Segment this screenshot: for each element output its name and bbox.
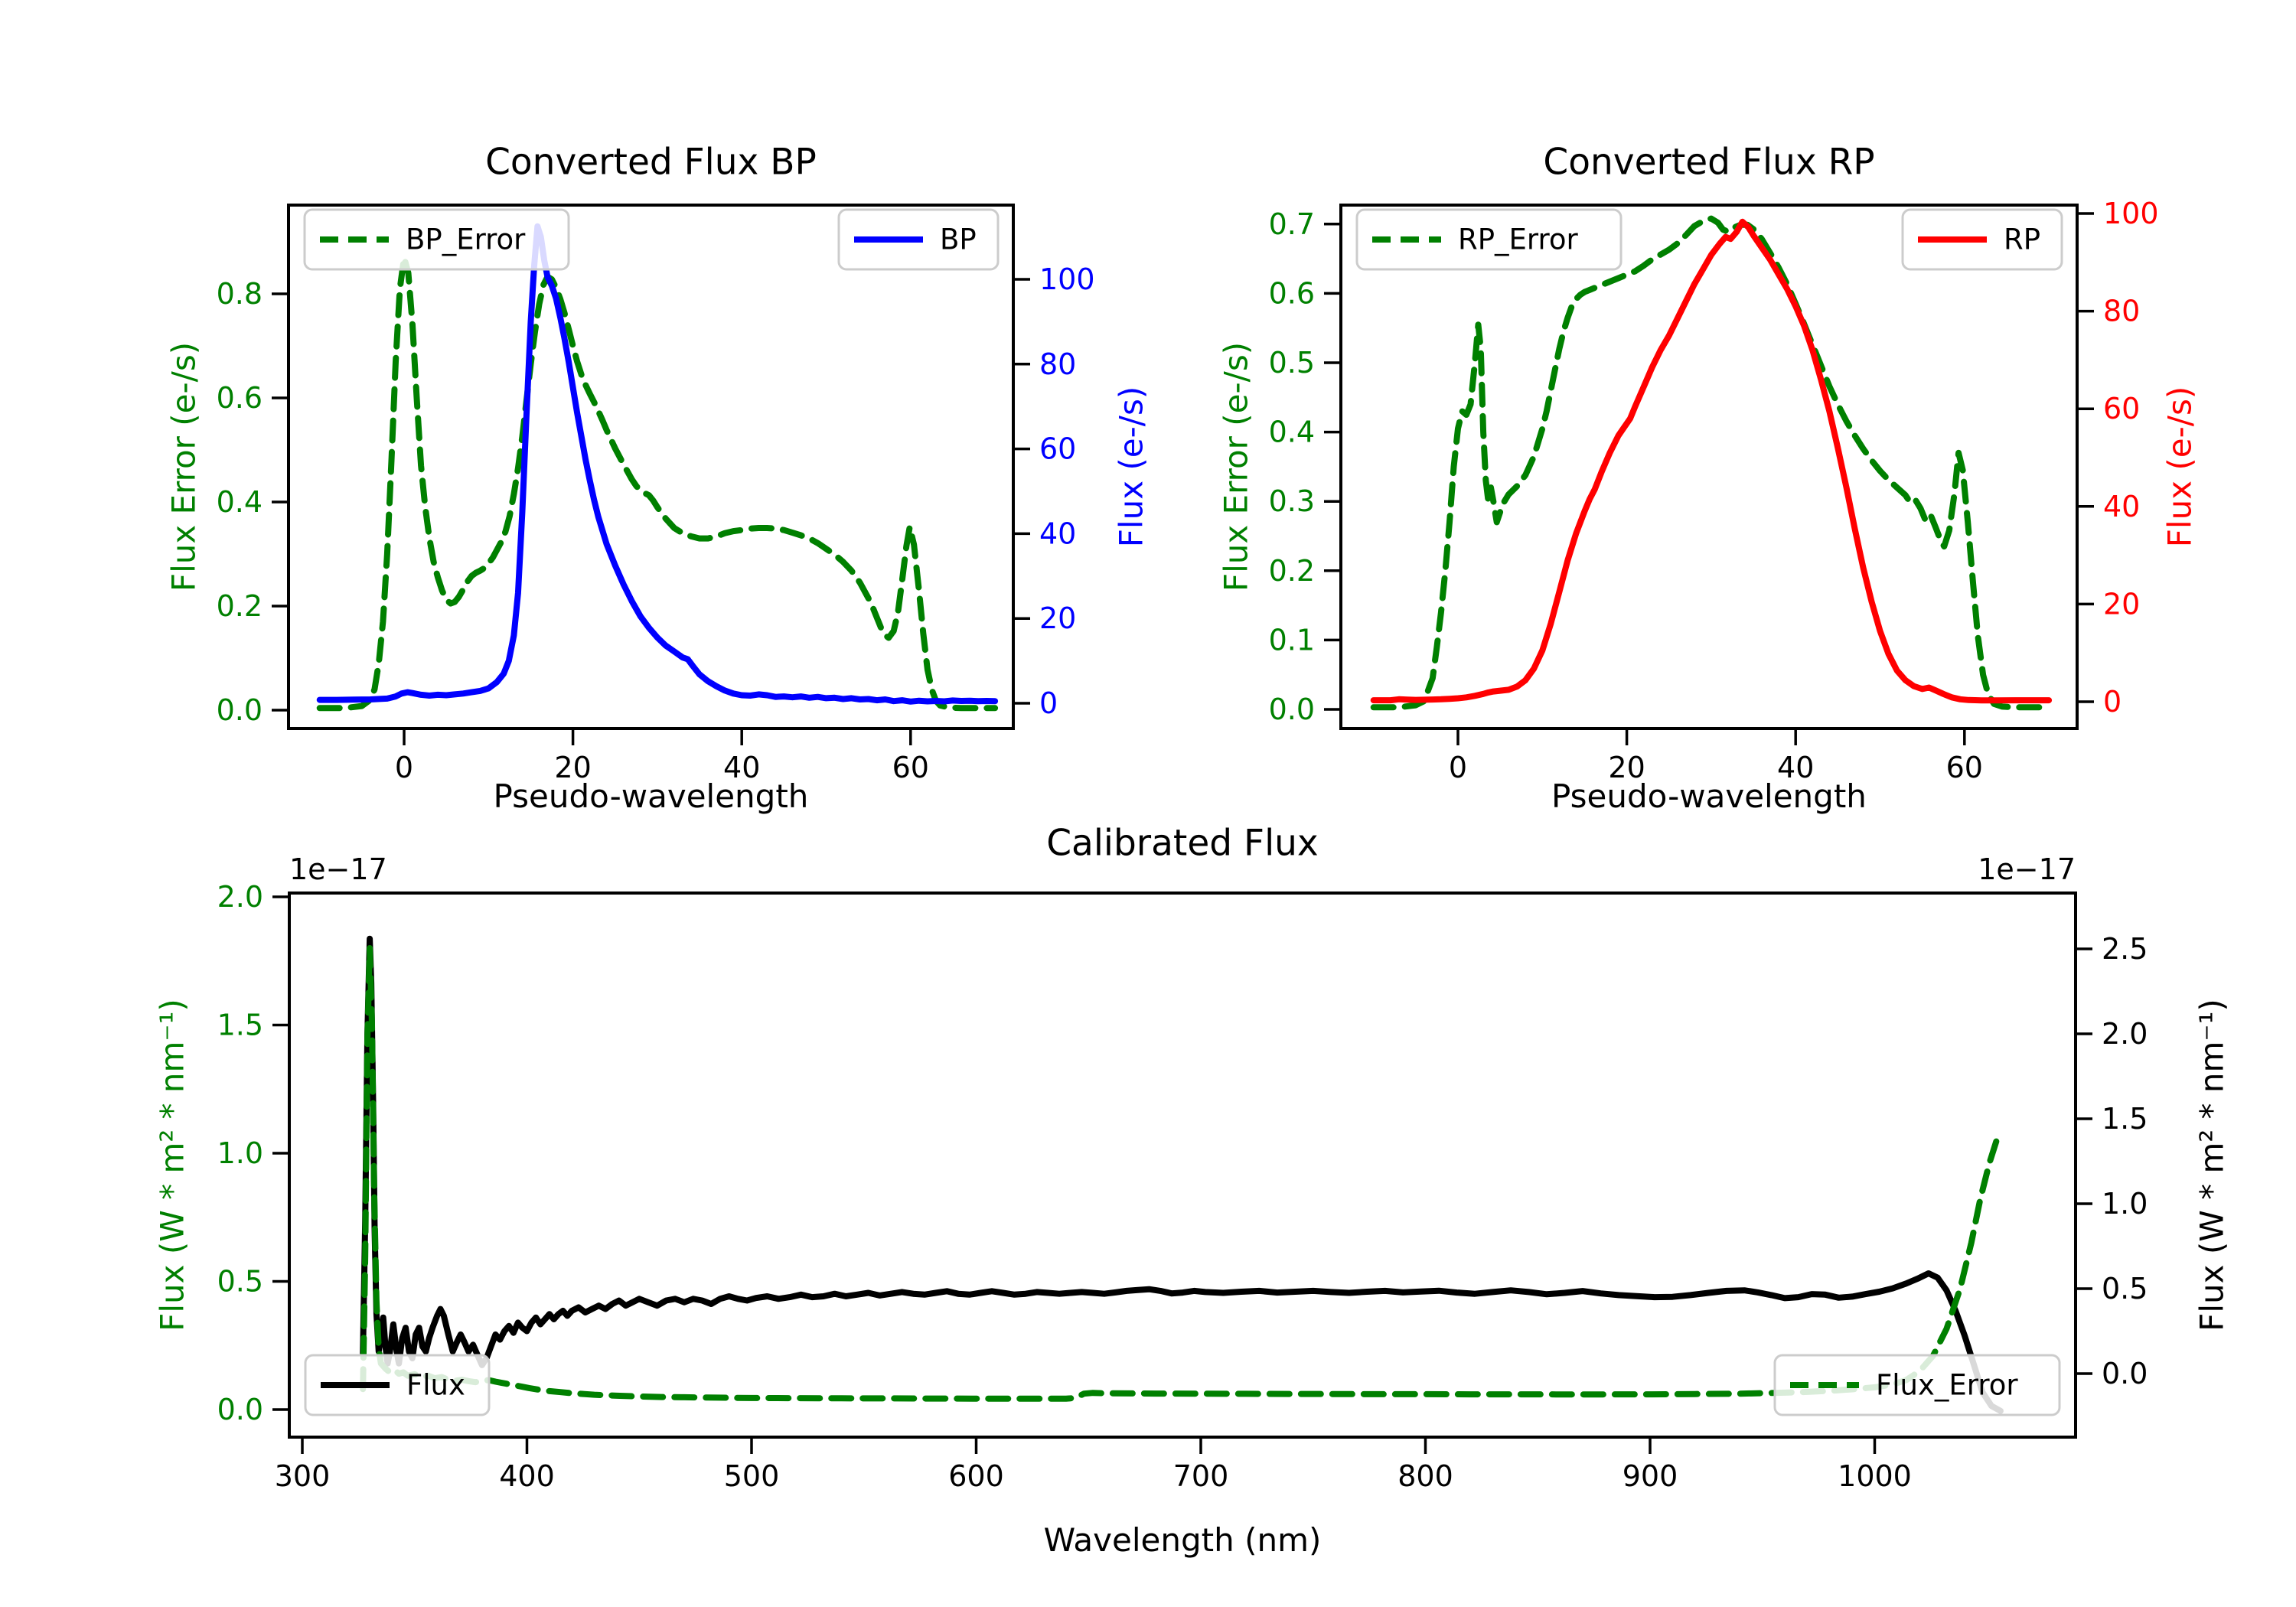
y-right-tick-label: 80 [2103,295,2140,328]
x-tick-label: 40 [1777,751,1814,784]
rp-curve [1370,218,2053,704]
y-right-tick-label: 100 [2103,197,2159,230]
x-tick-label: 0 [395,751,413,784]
y-left-tick-label: 0.0 [1269,693,1315,726]
y-right-tick-label: 2.0 [2102,1017,2148,1051]
y-left-tick-label: 0.7 [1269,207,1315,241]
y-left-tick-label: 0.5 [217,1265,263,1299]
legend-label: Flux [406,1369,465,1402]
y-left-tick-label: 1.5 [217,1009,263,1042]
y-right-tick-label: 40 [1039,517,1076,550]
calibrated-plot-area [360,935,2004,1414]
rp-ylabel-left: Flux Error (e-/s) [1218,342,1255,592]
legend-box [1773,1354,2061,1416]
subplot-calibrated: 300 400 500 600 700 800 900 1000 0.0 0.5 1.0 1.5 2.0… [154,823,2231,1560]
calibrated-offset-left: 1e−17 [289,852,387,886]
x-tick-label: 20 [1608,751,1645,784]
bp-xlabel: Pseudo-wavelength [494,777,809,815]
calibrated-offset-right: 1e−17 [1978,852,2076,886]
y-left-tick-label: 0.6 [217,381,263,415]
x-tick-label: 400 [499,1459,555,1493]
legend-flux: Flux [304,1354,491,1416]
y-left-tick-label: 0.4 [217,485,263,519]
x-tick-label: 60 [892,751,929,784]
x-tick-label: 600 [948,1459,1004,1493]
y-left-tick-label: 1.0 [217,1136,263,1170]
x-tick-label: 500 [724,1459,780,1493]
x-tick-label: 40 [723,751,760,784]
bp-title: Converted Flux BP [485,142,817,184]
legend-box [303,208,570,271]
x-tick-label: 0 [1449,751,1467,784]
y-left-tick-label: 0.6 [1269,276,1315,310]
rp-ylabel-right: Flux (e-/s) [2161,386,2199,547]
bp-curve [316,223,999,705]
legend-label: RP_Error [1458,223,1578,256]
bp-error-curve [316,254,999,712]
legend-box [304,1354,491,1416]
y-left-tick-label: 0.0 [217,1393,263,1426]
rp-title: Converted Flux RP [1543,142,1874,184]
x-tick-label: 60 [1946,751,1983,784]
x-tick-label: 20 [554,751,591,784]
y-right-tick-label: 40 [2103,490,2140,523]
legend-rp: RP [1901,208,2063,271]
x-tick-label: 700 [1173,1459,1229,1493]
subplot-rp: 0 20 40 60 0.0 0.1 0.2 0.3 0.4 0.5 0.6 0.7 0 20 40 60 80… [1218,142,2199,816]
legend-label: Flux_Error [1876,1369,2018,1402]
y-left-tick-label: 2.0 [217,880,263,914]
bp-axes-frame [287,204,1015,730]
legend-bp-error: BP_Error [303,208,570,271]
y-left-tick-label: 0.1 [1269,623,1315,657]
y-left-tick-label: 0.3 [1269,484,1315,518]
y-right-tick-label: 60 [2103,392,2140,425]
calibrated-title: Calibrated Flux [1046,823,1319,865]
legend-box [1355,208,1623,271]
rp-axes-frame [1339,204,2079,730]
y-left-tick-label: 0.4 [1269,416,1315,449]
y-right-tick-label: 0.0 [2102,1357,2148,1390]
rp-error-curve [1370,215,2053,711]
flux-curve [360,935,2004,1414]
y-right-tick-label: 0.5 [2102,1272,2148,1305]
legend-flux-error: Flux_Error [1773,1354,2061,1416]
bp-ylabel-left: Flux Error (e-/s) [165,342,203,592]
rp-xlabel: Pseudo-wavelength [1551,777,1867,815]
bp-plot-area [316,223,999,712]
legend-label: RP [2004,223,2040,256]
x-tick-label: 900 [1623,1459,1678,1493]
legend-label: BP_Error [406,223,526,256]
y-right-tick-label: 100 [1039,262,1095,296]
x-tick-label: 1000 [1838,1459,1912,1493]
bp-ylabel-right: Flux (e-/s) [1113,386,1150,547]
x-tick-label: 300 [275,1459,331,1493]
y-left-tick-label: 0.5 [1269,346,1315,380]
subplot-bp: 0 20 40 60 0.0 0.2 0.4 0.6 0.8 0 20 40 60 80 100 Conver… [165,142,1150,816]
legend-label: BP [940,223,977,256]
calibrated-xlabel: Wavelength (nm) [1044,1521,1322,1559]
y-right-tick-label: 0 [1039,686,1058,720]
calibrated-ylabel-left: Flux (W * m² * nm⁻¹) [154,999,191,1332]
legend-bp: BP [837,208,1000,271]
y-right-tick-label: 20 [1039,601,1076,635]
legend-rp-error: RP_Error [1355,208,1623,271]
calibrated-axes-frame [288,892,2077,1439]
y-left-tick-label: 0.2 [217,589,263,623]
y-right-tick-label: 1.0 [2102,1187,2148,1221]
y-right-tick-label: 20 [2103,587,2140,621]
y-right-tick-label: 1.5 [2102,1102,2148,1136]
flux-error-curve [360,945,2001,1402]
y-left-tick-label: 0.0 [217,693,263,727]
rp-plot-area [1370,215,2053,711]
y-right-tick-label: 0 [2103,685,2122,719]
calibrated-ylabel-right: Flux (W * m² * nm⁻¹) [2193,999,2231,1332]
y-left-tick-label: 0.8 [217,277,263,311]
y-left-tick-label: 0.2 [1269,554,1315,588]
y-right-tick-label: 2.5 [2102,932,2148,966]
y-right-tick-label: 80 [1039,347,1076,381]
x-tick-label: 800 [1397,1459,1453,1493]
y-right-tick-label: 60 [1039,432,1076,466]
